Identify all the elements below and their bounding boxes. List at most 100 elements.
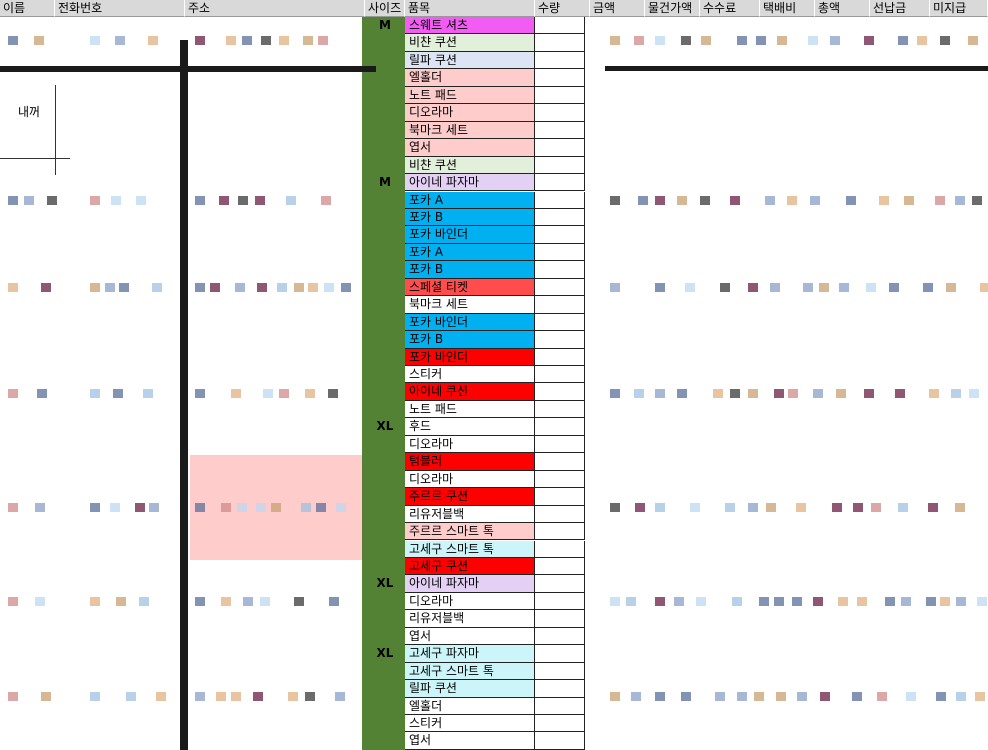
quantity-cell: [535, 697, 585, 715]
redacted-block: [655, 389, 665, 398]
redacted-block: [8, 36, 18, 45]
redacted-block: [285, 196, 296, 205]
column-header: 수량: [535, 0, 590, 17]
redacted-block: [954, 503, 965, 512]
redacted-block: [195, 196, 205, 205]
redacted-block: [315, 503, 326, 512]
redacted-block: [256, 283, 267, 292]
quantity-cell: [535, 627, 585, 646]
redacted-block: [256, 503, 267, 512]
redacted-block: [47, 196, 58, 205]
quantity-cell: [535, 645, 585, 663]
item-cell: 북마크 세트: [405, 121, 535, 140]
column-header: 수수료: [700, 0, 760, 17]
item-cell: 리유저블백: [405, 610, 535, 628]
redacted-block: [864, 389, 875, 398]
redacted-block: [195, 503, 205, 512]
redacted-block: [926, 597, 937, 606]
quantity-cell: [535, 243, 585, 262]
redacted-block: [894, 389, 905, 398]
item-cell: 주르르 스마트 톡: [405, 523, 535, 541]
redacted-block: [237, 503, 248, 512]
item-cell: 엽서: [405, 139, 535, 157]
cell-border: [0, 158, 70, 159]
quantity-cell: [535, 592, 585, 611]
quantity-cell: [535, 296, 585, 314]
redacted-block: [655, 692, 665, 701]
size-cell: XL: [376, 646, 394, 661]
redacted-block: [23, 196, 34, 205]
item-cell: 디오라마: [405, 592, 535, 611]
redacted-block: [897, 36, 908, 45]
redacted-block: [975, 692, 986, 701]
redacted-block: [303, 36, 314, 45]
item-cell: 노트 패드: [405, 400, 535, 419]
quantity-cell: [535, 51, 585, 70]
redacted-block: [831, 503, 842, 512]
item-cell: 스티커: [405, 715, 535, 733]
redacted-block: [136, 196, 147, 205]
redacted-block: [261, 36, 272, 45]
item-cell: 포카 바인더: [405, 313, 535, 332]
redacted-block: [888, 283, 899, 292]
redacted-block: [951, 389, 962, 398]
redacted-block: [699, 196, 710, 205]
redacted-block: [278, 389, 289, 398]
item-cell: 스웨트 셔츠: [405, 17, 535, 35]
quantity-cell: [535, 226, 585, 244]
quantity-cell: [535, 523, 585, 541]
item-cell: 포카 B: [405, 261, 535, 279]
item-cell: 포카 바인더: [405, 348, 535, 366]
redacted-block: [156, 692, 167, 701]
redacted-block: [870, 503, 881, 512]
divider-line: [605, 66, 988, 71]
quantity-cell: [535, 331, 585, 349]
redacted-block: [736, 36, 747, 45]
redacted-block: [610, 36, 620, 45]
item-cell: 엽서: [405, 627, 535, 646]
redacted-block: [634, 503, 645, 512]
quantity-cell: [535, 575, 585, 593]
quantity-cell: [535, 715, 585, 733]
redacted-block: [866, 283, 877, 292]
item-cell: 주르르 쿠션: [405, 488, 535, 506]
quantity-cell: [535, 191, 585, 209]
column-header: 사이즈: [365, 0, 405, 17]
redacted-block: [839, 283, 850, 292]
redacted-block: [8, 503, 18, 512]
quantity-cell: [535, 540, 585, 558]
redacted-block: [685, 283, 696, 292]
redacted-block: [36, 389, 47, 398]
redacted-block: [940, 597, 951, 606]
quantity-cell: [535, 121, 585, 140]
redacted-block: [610, 597, 620, 606]
quantity-cell: [535, 139, 585, 157]
redacted-block: [34, 36, 45, 45]
redacted-block: [148, 36, 159, 45]
item-cell: 아이네 쿠션: [405, 383, 535, 401]
redacted-block: [655, 196, 665, 205]
redacted-block: [610, 196, 620, 205]
redacted-block: [903, 196, 914, 205]
redacted-block: [729, 196, 740, 205]
size-cell: M: [379, 175, 391, 190]
redacted-block: [724, 503, 735, 512]
redacted-block: [301, 503, 312, 512]
redacted-block: [90, 283, 100, 292]
redacted-block: [610, 503, 620, 512]
redacted-block: [113, 389, 124, 398]
redacted-block: [195, 692, 205, 701]
redacted-block: [791, 597, 802, 606]
redacted-block: [954, 196, 965, 205]
redacted-block: [8, 196, 18, 205]
redacted-block: [8, 597, 18, 606]
redacted-block: [230, 389, 241, 398]
column-header: 택배비: [760, 0, 815, 17]
item-cell: 노트 패드: [405, 86, 535, 105]
redacted-block: [769, 283, 780, 292]
redacted-block: [263, 389, 274, 398]
redacted-block: [796, 692, 807, 701]
redacted-block: [747, 283, 758, 292]
quantity-cell: [535, 418, 585, 436]
quantity-cell: [535, 505, 585, 524]
